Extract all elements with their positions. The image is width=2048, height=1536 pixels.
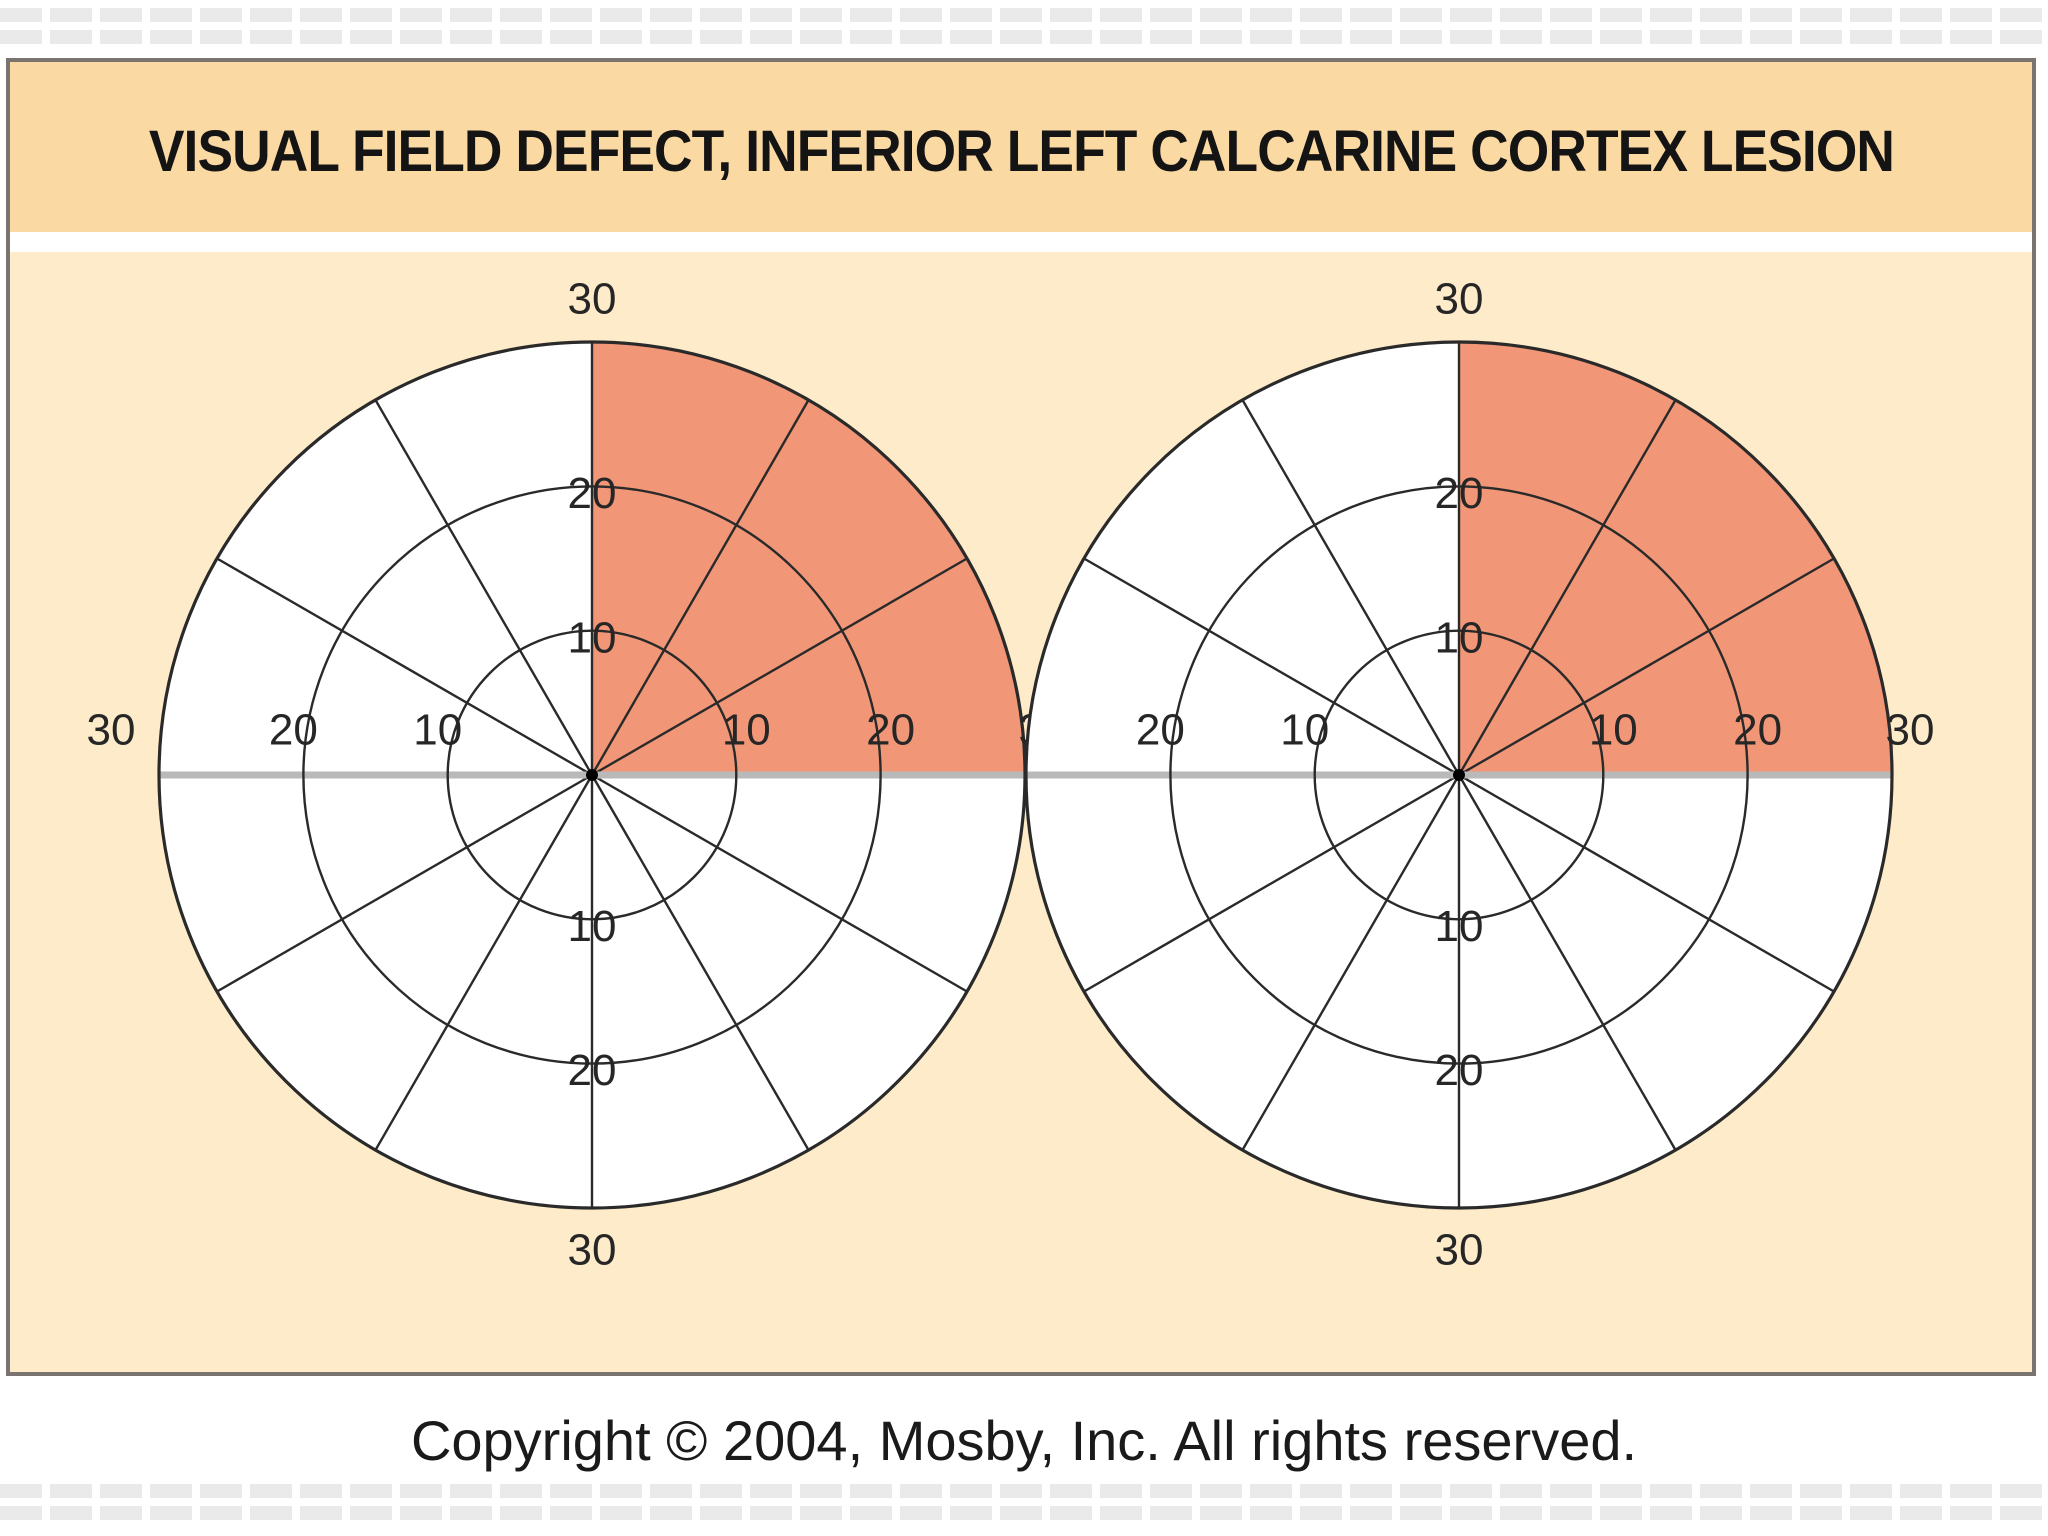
bottom-label: 10 [568, 902, 617, 951]
left-label: 20 [1136, 706, 1185, 755]
slide-title: VISUAL FIELD DEFECT, INFERIOR LEFT CALCA… [148, 118, 1894, 184]
top-label: 20 [1435, 469, 1484, 518]
left-label: 20 [269, 706, 318, 755]
right-label: 20 [866, 706, 915, 755]
left-label: 10 [1280, 706, 1329, 755]
top-divider-rule [0, 8, 2048, 22]
radial-spoke [374, 774, 594, 1151]
top-label: 30 [1435, 275, 1484, 324]
radial-spoke [374, 399, 594, 776]
radial-spoke [1083, 773, 1460, 993]
bottom-label: 20 [1435, 1046, 1484, 1095]
radial-spoke [590, 774, 810, 1151]
title-separator [10, 232, 2032, 252]
top-label: 10 [1435, 613, 1484, 662]
bottom-divider-rule-2 [0, 1506, 2048, 1520]
top-divider-rule-2 [0, 30, 2048, 44]
radial-spoke [591, 557, 968, 777]
right-label: 10 [1589, 706, 1638, 755]
right-label: 10 [722, 706, 771, 755]
outer-ring-30 [1024, 340, 1894, 1210]
ring-20 [1169, 485, 1749, 1065]
fixation-point [1453, 769, 1465, 781]
ring-10 [446, 629, 738, 921]
radial-spoke [1457, 399, 1677, 776]
radial-spoke [1458, 557, 1835, 777]
bottom-label: 20 [568, 1046, 617, 1095]
defect-sector [592, 342, 1025, 775]
right-label: 20 [1733, 706, 1782, 755]
radial-spoke [591, 773, 968, 993]
bottom-label: 30 [568, 1226, 617, 1275]
radial-spoke [1083, 557, 1460, 777]
ring-10 [1313, 629, 1605, 921]
left-label: 30 [87, 706, 136, 755]
fixation-point [586, 769, 598, 781]
radial-spoke [1458, 773, 1835, 993]
visual-field-diagram: 30 20 10 10 20 30 10 20 30 30 20 10 30 20 10 10 20 30 10 20… [87, 275, 1935, 1275]
left-label: 10 [413, 706, 462, 755]
ring-20 [302, 485, 882, 1065]
radial-spoke [1241, 774, 1461, 1151]
bottom-divider-rule [0, 1484, 2048, 1498]
defect-sector [1459, 342, 1892, 775]
copyright-notice: Copyright © 2004, Mosby, Inc. All rights… [410, 1409, 1638, 1472]
radial-spoke [216, 557, 593, 777]
radial-spoke [590, 399, 810, 776]
top-label: 20 [568, 469, 617, 518]
radial-spoke [1457, 774, 1677, 1151]
bottom-label: 10 [1435, 902, 1484, 951]
right-label: 30 [1886, 706, 1935, 755]
left-eye-field-chart: 302010102030102030302010 [87, 275, 1068, 1275]
right-eye-field-chart: 30 20 10 10 20 30 10 20 30 20 10 [1024, 275, 1935, 1275]
title-band: VISUAL FIELD DEFECT, INFERIOR LEFT CALCA… [10, 62, 2032, 232]
radial-spoke [1241, 399, 1461, 776]
bottom-label: 30 [1435, 1226, 1484, 1275]
top-label: 10 [568, 613, 617, 662]
top-label: 30 [568, 275, 617, 324]
radial-spoke [216, 773, 593, 993]
